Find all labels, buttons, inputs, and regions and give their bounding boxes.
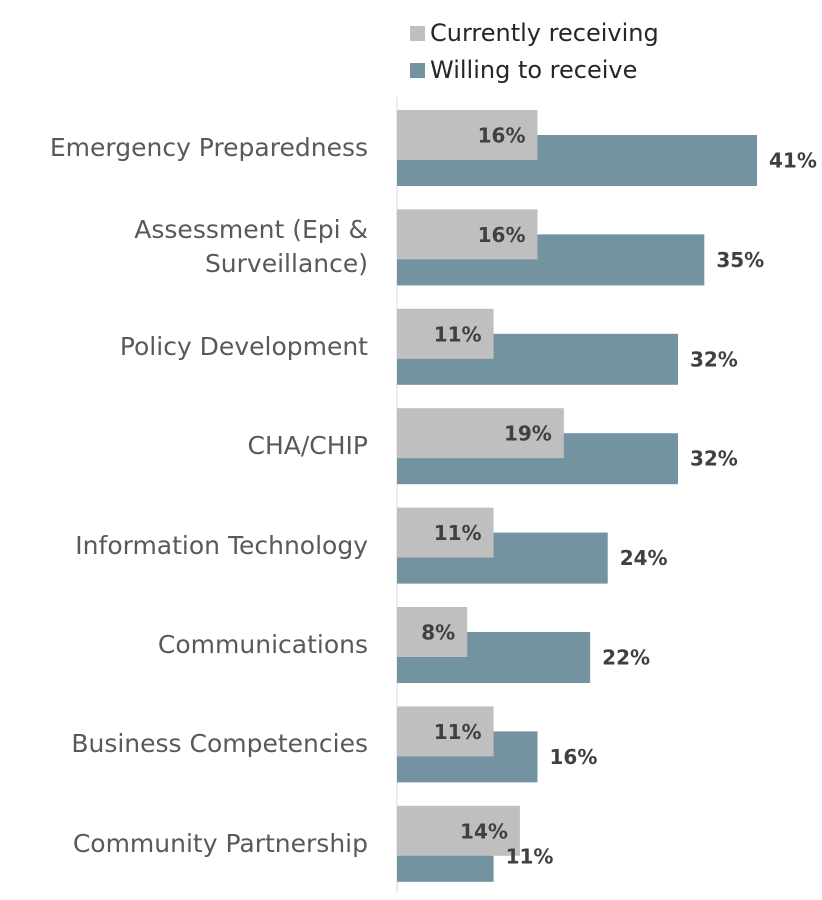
- category-label: Assessment (Epi & Surveillance): [134, 215, 368, 279]
- legend-swatch: [410, 63, 425, 78]
- data-label: 11%: [434, 521, 482, 545]
- category-label: Communications: [157, 630, 368, 659]
- data-label: 11%: [434, 720, 482, 744]
- data-label: 14%: [460, 819, 508, 843]
- bar: [397, 308, 494, 359]
- legend-label: Currently receiving: [430, 19, 659, 47]
- category-label: Community Partnership: [72, 828, 368, 858]
- data-label: 8%: [421, 621, 455, 645]
- bar: [397, 607, 468, 657]
- data-label: 19%: [504, 422, 552, 446]
- legend-label: Willing to receive: [430, 56, 638, 84]
- legend-swatch: [410, 26, 425, 41]
- bar: [397, 110, 538, 160]
- data-label: 35%: [716, 248, 764, 272]
- bar: [397, 507, 494, 558]
- category-label: Policy Development: [119, 331, 368, 361]
- data-label: 41%: [769, 149, 817, 173]
- data-label: 11%: [506, 844, 554, 868]
- bar: [397, 805, 520, 856]
- category-label: Information Technology: [75, 530, 368, 560]
- category-label: CHA/CHIP: [247, 431, 368, 461]
- data-label: 11%: [434, 322, 482, 346]
- data-label: 16%: [549, 745, 597, 769]
- data-label: 22%: [602, 646, 650, 670]
- bar: [397, 209, 538, 260]
- category-label: Business Competencies: [71, 729, 368, 759]
- data-label: 32%: [690, 447, 738, 471]
- category-label: Emergency Preparedness: [49, 133, 368, 162]
- data-label: 24%: [620, 546, 668, 570]
- data-label: 32%: [690, 347, 738, 371]
- data-label: 16%: [478, 124, 526, 148]
- data-label: 16%: [478, 223, 526, 247]
- bar: [397, 408, 564, 459]
- bar: [397, 706, 494, 757]
